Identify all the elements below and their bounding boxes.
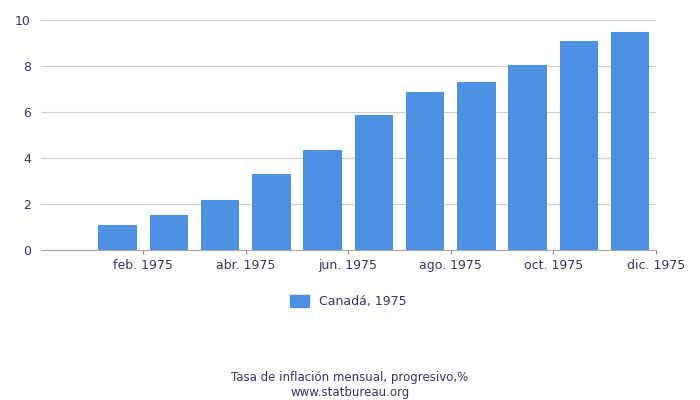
Bar [457, 82, 496, 250]
Bar [98, 225, 136, 250]
Legend: Canadá, 1975: Canadá, 1975 [285, 290, 412, 313]
Bar [303, 150, 342, 250]
Bar [611, 32, 650, 250]
Bar [355, 115, 393, 250]
Bar [150, 215, 188, 250]
Bar [560, 41, 598, 250]
Bar [252, 174, 290, 250]
Text: Tasa de inflación mensual, progresivo,%: Tasa de inflación mensual, progresivo,% [232, 372, 468, 384]
Text: www.statbureau.org: www.statbureau.org [290, 386, 410, 399]
Bar [406, 92, 445, 250]
Bar [508, 65, 547, 250]
Bar [201, 200, 239, 250]
